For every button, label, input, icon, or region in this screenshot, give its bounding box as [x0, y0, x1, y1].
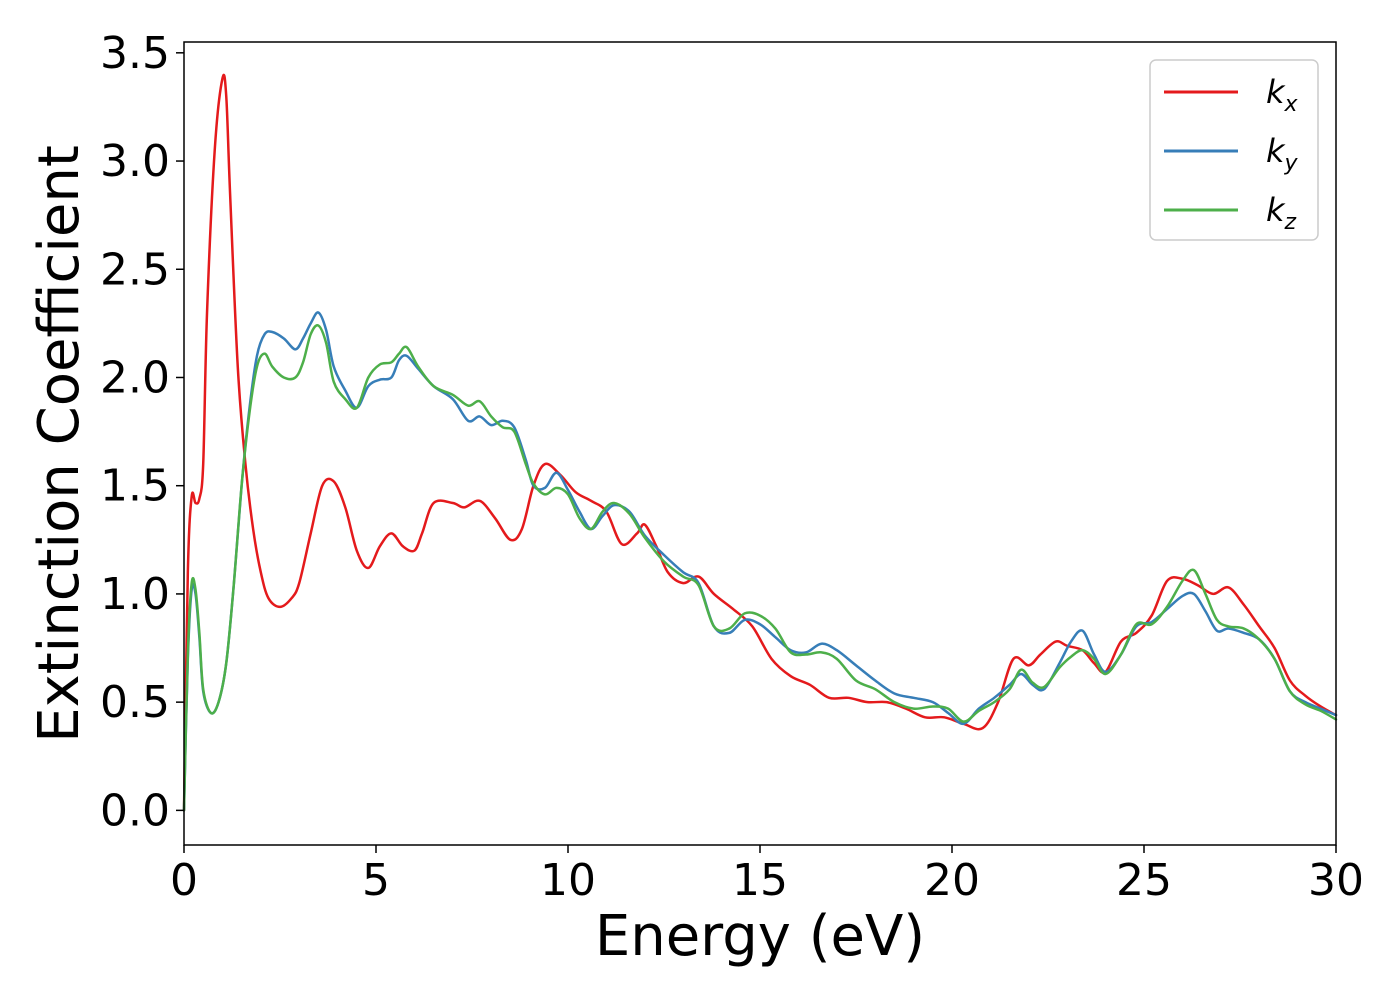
x-tick-label: 10 — [540, 855, 596, 906]
x-tick-label: 25 — [1116, 855, 1172, 906]
series-line-ky — [182, 311, 1338, 812]
y-tick-label: 3.0 — [100, 136, 170, 187]
x-tick-label: 5 — [362, 855, 390, 906]
series-layer — [182, 73, 1338, 812]
y-tick-label: 0.5 — [100, 677, 170, 728]
x-tick-label: 20 — [924, 855, 980, 906]
y-axis-label: Extinction Coefficient — [27, 145, 92, 743]
y-tick-label: 0.0 — [100, 785, 170, 836]
y-tick-label: 1.0 — [100, 569, 170, 620]
x-tick-label: 30 — [1308, 855, 1364, 906]
x-tick-label: 0 — [170, 855, 198, 906]
legend-label-kx: kx — [1266, 73, 1299, 117]
legend-label-ky: ky — [1266, 132, 1299, 176]
x-axis: 0 5 10 15 20 25 30 — [170, 845, 1364, 906]
series-line-kz — [182, 324, 1338, 812]
y-axis: 0.0 0.5 1.0 1.5 2.0 2.5 3.0 3.5 — [100, 28, 184, 836]
y-tick-label: 2.0 — [100, 352, 170, 403]
y-tick-label: 3.5 — [100, 28, 170, 79]
y-tick-label: 2.5 — [100, 244, 170, 295]
y-tick-label: 1.5 — [100, 461, 170, 512]
x-tick-label: 15 — [732, 855, 788, 906]
x-axis-label: Energy (eV) — [595, 904, 925, 969]
legend: kx ky kz — [1149, 59, 1319, 241]
legend-label-kz: kz — [1266, 191, 1297, 235]
